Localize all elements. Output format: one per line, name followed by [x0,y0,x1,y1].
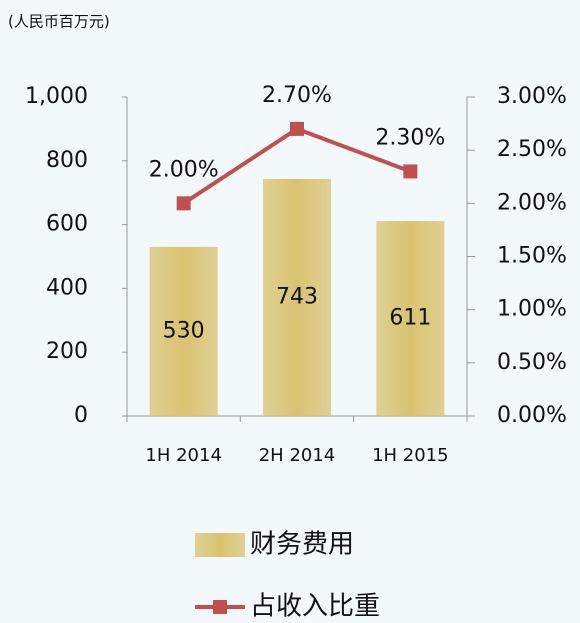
line-value-label: 2.70% [262,83,332,108]
bar [376,221,445,416]
line-marker [290,121,304,136]
legend-marker [213,600,227,614]
bar-value-label: 743 [276,284,318,309]
legend-swatch [195,533,245,557]
legend-label: 占收入比重 [250,592,380,622]
y2-tick-label: 0.50% [497,350,567,375]
y-tick-label: 200 [46,339,88,364]
bar [149,246,218,416]
y2-tick-label: 3.00% [497,84,567,109]
y2-tick-label: 2.50% [497,137,567,162]
x-tick-label: 1H 2014 [145,445,222,466]
y-tick-label: 400 [46,275,88,300]
y2-tick-label: 1.50% [497,244,567,269]
y-tick-label: 600 [46,212,88,237]
line-value-label: 2.00% [149,157,219,182]
legend-label: 财务费用 [250,530,354,560]
x-tick-label: 2H 2014 [259,445,336,466]
line-marker [176,196,191,211]
y-tick-label: 1,000 [25,84,88,109]
y2-tick-label: 0.00% [497,403,567,428]
y-tick-label: 800 [46,148,88,173]
bar-value-label: 611 [389,306,431,331]
line-value-label: 2.30% [375,125,445,150]
bar-value-label: 530 [163,318,205,343]
line-marker [403,164,418,179]
subtitle: (人民币百万元) [8,13,110,31]
y2-tick-label: 2.00% [497,190,567,215]
y-tick-label: 0 [74,403,88,428]
y2-tick-label: 1.00% [497,297,567,322]
bar [263,178,331,416]
x-tick-label: 1H 2015 [372,445,449,466]
